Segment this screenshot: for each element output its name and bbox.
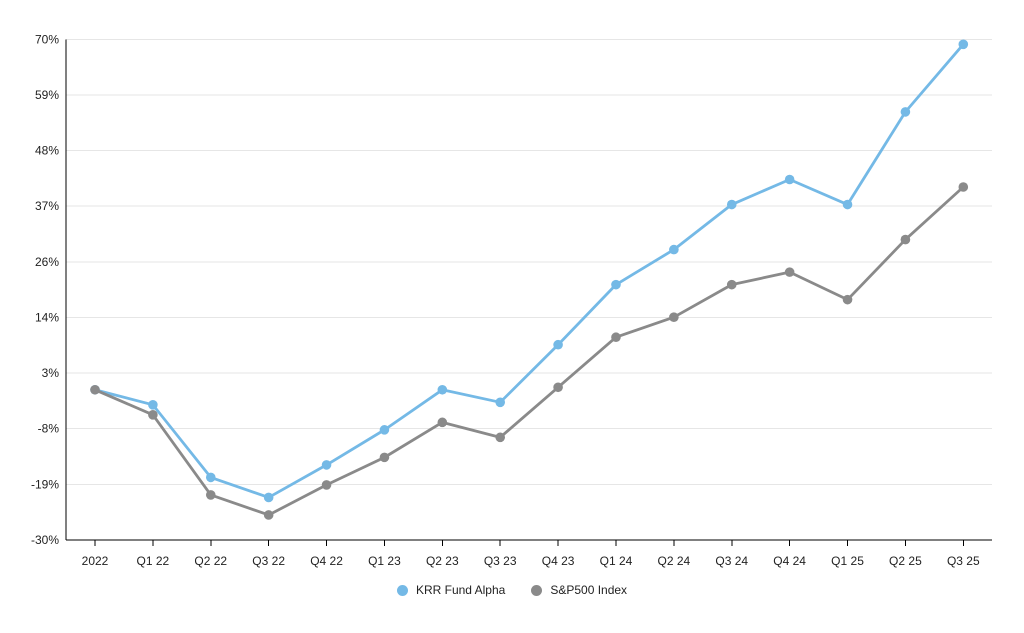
y-axis-label: 59% [35,88,59,102]
y-axis-label: 37% [35,199,59,213]
data-point-s-p500-index-q2-22 [205,490,216,500]
x-axis-label: Q1 24 [600,554,633,568]
legend-label-sp500: S&P500 Index [550,583,628,597]
x-axis-label: Q3 23 [484,554,517,568]
legend-label-krr: KRR Fund Alpha [415,583,506,597]
data-point-krr-fund-alpha-q3-23 [495,397,506,408]
legend-item-sp500: S&P500 Index [531,584,627,596]
x-axis-label: Q4 23 [542,554,575,568]
y-axis-label: 26% [35,255,59,269]
data-point-krr-fund-alpha-q2-23 [437,384,448,395]
data-point-krr-fund-alpha-q3-24 [726,199,737,210]
x-axis-label: Q2 25 [889,554,922,568]
legend-marker-sp500-icon [531,584,543,596]
data-point-krr-fund-alpha-q1-25 [842,199,853,210]
x-axis-label: Q1 22 [137,554,170,568]
data-point-s-p500-index-q2-25 [900,234,911,245]
y-axis-label: 14% [35,310,59,324]
x-axis-label: Q1 23 [368,554,401,568]
data-point-krr-fund-alpha-q3-22 [263,492,274,503]
data-point-s-p500-index-q4-23 [553,382,563,393]
x-axis-label: Q2 24 [658,554,691,568]
y-axis-label: 3% [42,366,60,380]
data-point-s-p500-index-q4-24 [784,267,795,277]
legend-marker-krr-icon [396,584,408,596]
y-axis-label: 48% [35,144,59,158]
x-axis-label: Q4 24 [773,554,806,568]
data-point-krr-fund-alpha-q4-23 [553,339,563,350]
y-axis-label: -8% [38,422,60,436]
data-point-s-p500-index-q1-24 [611,332,621,343]
x-axis-label: Q3 22 [252,554,285,568]
data-point-krr-fund-alpha-q2-24 [669,244,679,255]
x-axis-label: Q1 25 [831,554,864,568]
x-axis-label: Q3 24 [715,554,748,568]
data-point-s-p500-index-q2-24 [669,312,679,322]
data-point-s-p500-index-q3-25 [958,182,969,192]
y-axis-label: 70% [35,32,59,46]
data-point-krr-fund-alpha-q1-22 [148,400,158,410]
chart-legend: KRR Fund Alpha S&P500 Index [0,584,1024,596]
x-axis-label: Q3 25 [947,554,980,568]
x-axis-label: Q2 23 [426,554,459,568]
y-axis-label: -30% [31,533,59,547]
data-point-krr-fund-alpha-q2-22 [205,472,216,483]
data-point-s-p500-index-q4-22 [321,480,332,490]
data-point-s-p500-index-q3-22 [263,510,274,520]
x-axis-label: Q4 22 [310,554,343,568]
legend-item-krr-fund-alpha: KRR Fund Alpha [396,583,506,597]
data-point-krr-fund-alpha-q1-24 [611,279,621,290]
x-axis-label: 2022 [82,554,109,568]
data-point-s-p500-index-q2-23 [437,417,448,428]
series-line-s-p500-index [93,185,965,517]
data-point-s-p500-index-q1-22 [148,410,158,420]
data-point-s-p500-index-2022 [90,384,100,395]
data-point-krr-fund-alpha-q2-25 [900,107,911,117]
data-point-krr-fund-alpha-q1-23 [379,425,390,435]
data-point-s-p500-index-q1-25 [842,294,853,305]
data-point-s-p500-index-q3-24 [726,279,737,290]
data-point-krr-fund-alpha-q4-22 [321,460,332,470]
y-axis-label: -19% [31,477,59,491]
x-axis-label: Q2 22 [194,554,227,568]
data-point-krr-fund-alpha-q4-24 [784,174,795,185]
data-point-s-p500-index-q1-23 [379,452,390,463]
series-line-krr-fund-alpha [93,42,965,499]
data-point-krr-fund-alpha-q3-25 [958,39,969,50]
data-point-s-p500-index-q3-23 [495,432,506,443]
